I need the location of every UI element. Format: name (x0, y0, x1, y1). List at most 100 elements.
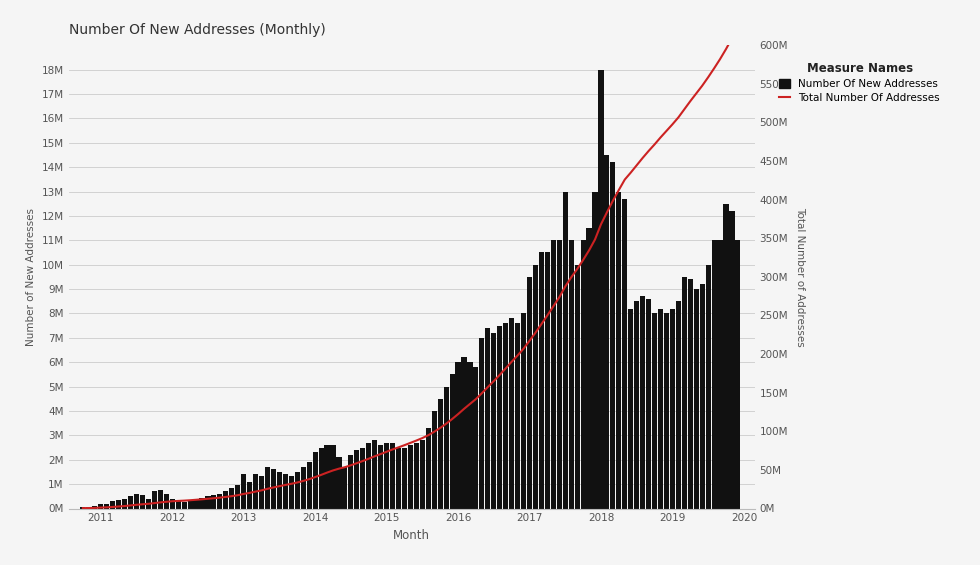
Bar (491, 333, 496, 508)
Bar (134, 494, 139, 508)
Bar (646, 299, 651, 508)
Bar (110, 501, 116, 509)
Bar (170, 499, 174, 508)
Bar (402, 447, 407, 508)
Bar (206, 496, 211, 508)
Text: Number Of New Addresses (Monthly): Number Of New Addresses (Monthly) (69, 23, 325, 37)
Bar (98, 503, 103, 508)
Bar (265, 467, 270, 509)
Bar (605, 155, 610, 508)
Bar (729, 211, 735, 508)
Bar (384, 442, 389, 508)
Bar (396, 447, 401, 508)
Bar (551, 240, 556, 508)
Bar (390, 442, 395, 508)
Bar (270, 470, 276, 508)
Bar (640, 297, 645, 508)
Bar (456, 362, 461, 508)
Bar (735, 240, 741, 508)
Bar (80, 507, 85, 508)
Bar (628, 308, 633, 508)
Bar (509, 318, 514, 508)
Bar (616, 192, 621, 508)
Bar (164, 494, 169, 508)
Bar (158, 490, 163, 509)
Bar (694, 289, 699, 508)
Bar (330, 445, 335, 508)
Bar (574, 264, 580, 508)
Bar (193, 499, 199, 508)
Y-axis label: Total Number of Addresses: Total Number of Addresses (795, 207, 805, 347)
Bar (599, 69, 604, 508)
Bar (104, 504, 110, 508)
Bar (521, 314, 526, 508)
Bar (622, 199, 627, 508)
Bar (378, 445, 383, 508)
Bar (235, 485, 240, 508)
Bar (533, 264, 538, 508)
Bar (187, 500, 193, 508)
Bar (361, 447, 366, 508)
Bar (593, 192, 598, 508)
Bar (706, 264, 710, 508)
Bar (367, 442, 371, 508)
X-axis label: Month: Month (393, 529, 430, 542)
Bar (247, 482, 252, 508)
Bar (611, 162, 615, 508)
Bar (586, 228, 592, 508)
Bar (140, 495, 145, 508)
Bar (336, 457, 341, 508)
Bar (431, 411, 437, 508)
Bar (700, 284, 705, 508)
Bar (723, 204, 728, 508)
Bar (682, 277, 687, 508)
Bar (438, 399, 443, 508)
Bar (414, 442, 418, 508)
Bar (354, 450, 360, 508)
Bar (539, 253, 544, 508)
Bar (503, 323, 509, 508)
Bar (128, 496, 133, 508)
Bar (479, 338, 484, 508)
Bar (218, 494, 222, 508)
Bar (116, 500, 122, 508)
Bar (301, 467, 306, 509)
Bar (342, 467, 348, 509)
Bar (307, 462, 312, 508)
Y-axis label: Number of New Addresses: Number of New Addresses (26, 208, 36, 346)
Bar (467, 362, 472, 508)
Bar (229, 488, 234, 508)
Bar (425, 428, 431, 508)
Bar (253, 475, 258, 508)
Bar (580, 240, 586, 508)
Bar (497, 325, 503, 508)
Bar (485, 328, 490, 508)
Bar (419, 440, 425, 508)
Bar (181, 502, 187, 509)
Bar (652, 314, 658, 508)
Bar (92, 506, 97, 508)
Bar (122, 499, 127, 508)
Bar (634, 301, 639, 508)
Bar (276, 472, 282, 508)
Bar (688, 279, 693, 508)
Bar (348, 455, 354, 508)
Bar (527, 277, 532, 508)
Bar (318, 447, 323, 508)
Bar (663, 314, 669, 508)
Bar (152, 492, 157, 508)
Bar (86, 507, 91, 508)
Bar (658, 308, 663, 508)
Bar (557, 240, 562, 508)
Bar (408, 445, 413, 508)
Bar (717, 240, 722, 508)
Bar (545, 253, 550, 508)
Bar (711, 240, 716, 508)
Bar (372, 440, 377, 508)
Legend: Number Of New Addresses, Total Number Of Addresses: Number Of New Addresses, Total Number Of… (779, 62, 940, 103)
Bar (223, 492, 228, 508)
Bar (515, 323, 520, 508)
Bar (563, 192, 567, 508)
Bar (212, 495, 217, 508)
Bar (313, 453, 318, 508)
